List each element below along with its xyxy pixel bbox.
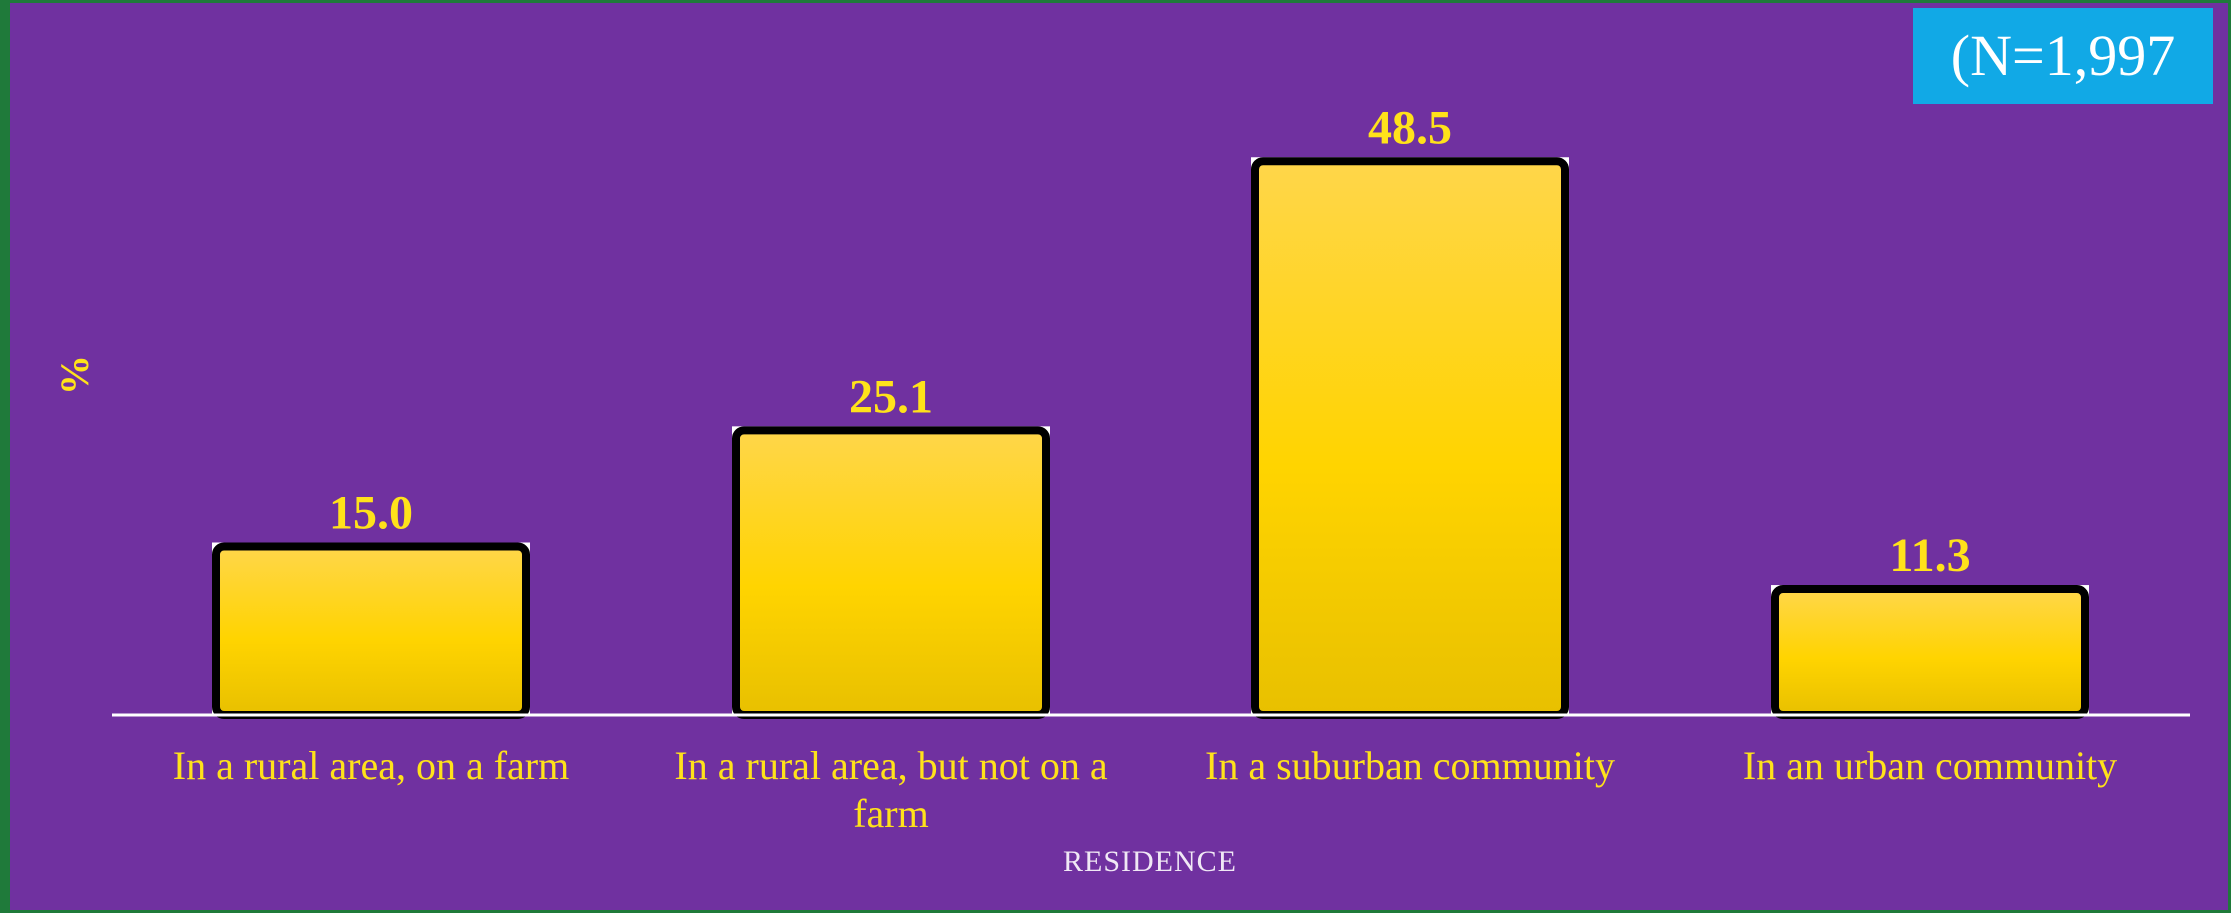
bar-rural-farm <box>212 542 530 719</box>
category-label-suburban: In a suburban community <box>1205 743 1615 788</box>
y-axis-label: % <box>52 355 97 395</box>
x-axis-title: RESIDENCE <box>1063 845 1237 878</box>
sample-size-badge: (N=1,997 <box>1913 8 2213 104</box>
value-label-rural-nonfarm: 25.1 <box>849 370 933 423</box>
bar-urban <box>1771 585 2089 719</box>
category-label-urban: In an urban community <box>1742 743 2118 788</box>
bar-suburban <box>1251 157 1569 719</box>
value-label-urban: 11.3 <box>1889 529 1970 582</box>
value-label-suburban: 48.5 <box>1368 101 1452 154</box>
category-label-rural-nonfarm: In a rural area, but not on a farm <box>674 743 1108 836</box>
bar-rural-nonfarm <box>732 426 1050 719</box>
value-label-rural-farm: 15.0 <box>329 487 413 540</box>
category-label-rural-farm: In a rural area, on a farm <box>172 743 570 788</box>
